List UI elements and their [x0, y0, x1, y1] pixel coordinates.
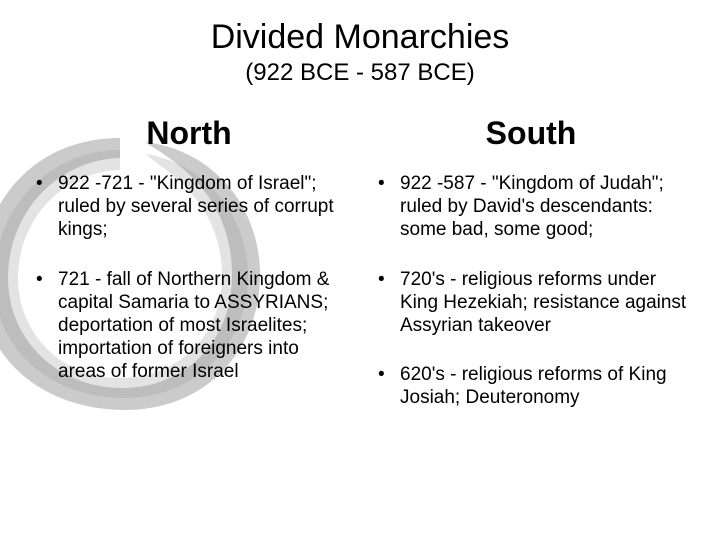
slide-title: Divided Monarchies	[30, 18, 690, 57]
list-item: 620's - religious reforms of King Josiah…	[372, 363, 690, 409]
north-bullet-list: 922 -721 - "Kingdom of Israel"; ruled by…	[30, 172, 348, 383]
list-item: 922 -587 - "Kingdom of Judah"; ruled by …	[372, 172, 690, 242]
slide-subtitle: (922 BCE - 587 BCE)	[30, 59, 690, 87]
north-column: North 922 -721 - "Kingdom of Israel"; ru…	[30, 115, 348, 435]
south-heading: South	[372, 115, 690, 152]
north-heading: North	[30, 115, 348, 152]
list-item: 922 -721 - "Kingdom of Israel"; ruled by…	[30, 172, 348, 242]
south-bullet-list: 922 -587 - "Kingdom of Judah"; ruled by …	[372, 172, 690, 409]
two-column-layout: North 922 -721 - "Kingdom of Israel"; ru…	[30, 115, 690, 435]
slide-content: Divided Monarchies (922 BCE - 587 BCE) N…	[0, 0, 720, 435]
list-item: 720's - religious reforms under King Hez…	[372, 268, 690, 338]
list-item: 721 - fall of Northern Kingdom & capital…	[30, 268, 348, 384]
south-column: South 922 -587 - "Kingdom of Judah"; rul…	[372, 115, 690, 435]
